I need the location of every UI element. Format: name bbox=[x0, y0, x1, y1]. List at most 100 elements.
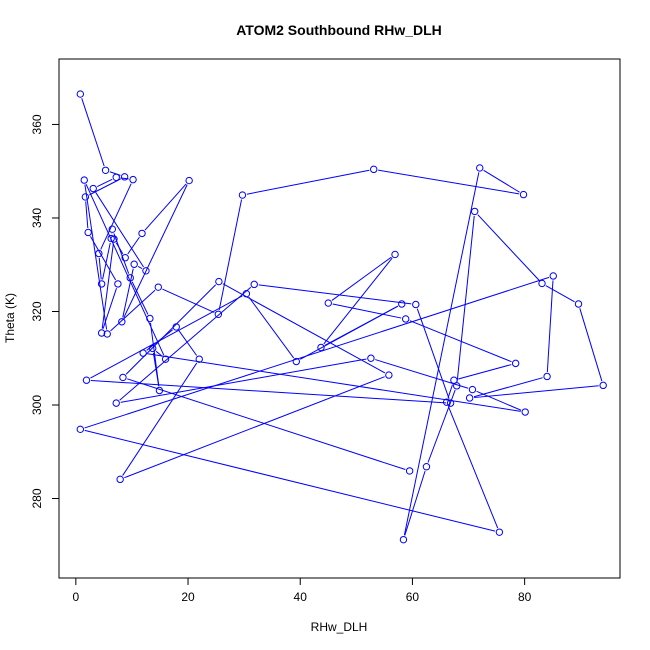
series-segment bbox=[125, 284, 217, 375]
series-segment bbox=[119, 286, 252, 401]
series-segment bbox=[84, 276, 550, 429]
series-segment bbox=[331, 256, 392, 301]
data-point bbox=[385, 371, 393, 379]
data-point bbox=[422, 463, 431, 471]
data-point bbox=[121, 254, 129, 262]
data-point bbox=[112, 399, 120, 407]
series-segment bbox=[123, 184, 188, 318]
data-point bbox=[148, 344, 157, 353]
series-segment bbox=[120, 358, 367, 403]
data-point bbox=[130, 260, 138, 268]
data-point bbox=[446, 399, 455, 407]
data-point bbox=[108, 225, 116, 233]
x-tick-label: 40 bbox=[294, 590, 308, 604]
data-point bbox=[215, 277, 223, 286]
data-point bbox=[250, 280, 258, 289]
series-segment bbox=[178, 330, 198, 356]
data-point bbox=[84, 228, 92, 237]
data-point bbox=[399, 535, 408, 544]
data-point bbox=[495, 528, 504, 536]
y-axis-label: Theta (K) bbox=[3, 293, 17, 343]
series-segment bbox=[85, 183, 165, 356]
series-segment bbox=[403, 172, 480, 536]
series-segment bbox=[84, 429, 496, 532]
x-tick-label: 0 bbox=[72, 590, 79, 604]
series-segment bbox=[97, 178, 113, 187]
series-segment bbox=[122, 268, 134, 318]
series-segment bbox=[456, 215, 475, 382]
data-point bbox=[442, 398, 451, 406]
series-segment bbox=[84, 184, 108, 330]
series-segment bbox=[258, 284, 412, 305]
series-segment bbox=[144, 183, 187, 231]
data-point bbox=[120, 173, 129, 181]
data-point bbox=[538, 279, 546, 288]
series-segment bbox=[404, 470, 426, 536]
series-segment bbox=[127, 236, 140, 255]
data-point bbox=[238, 191, 247, 199]
series-segment bbox=[113, 233, 130, 274]
series-segment bbox=[85, 201, 89, 229]
series-segment bbox=[95, 192, 144, 268]
series-segment bbox=[546, 280, 554, 373]
data-point bbox=[543, 372, 551, 381]
data-point bbox=[76, 90, 85, 98]
data-point bbox=[112, 173, 120, 181]
data-point bbox=[155, 386, 164, 395]
data-point bbox=[549, 272, 557, 280]
data-point bbox=[118, 318, 126, 326]
series-segment bbox=[81, 98, 105, 167]
data-point bbox=[81, 193, 90, 201]
data-point bbox=[242, 290, 251, 298]
series-segment bbox=[447, 384, 454, 399]
data-point bbox=[476, 164, 484, 172]
series-segment bbox=[90, 380, 447, 404]
y-tick-label: 300 bbox=[30, 395, 44, 415]
series-segment bbox=[409, 320, 512, 363]
data-point bbox=[110, 235, 118, 243]
series-segment bbox=[98, 257, 102, 280]
series-segment bbox=[127, 378, 406, 471]
data-point bbox=[126, 274, 134, 282]
data-point bbox=[405, 467, 414, 475]
series-segment bbox=[483, 169, 520, 193]
series-segment bbox=[100, 183, 132, 250]
data-point bbox=[370, 165, 378, 174]
data-point bbox=[519, 190, 528, 199]
series-segment bbox=[473, 377, 543, 398]
series-segment bbox=[246, 169, 370, 195]
series-segment bbox=[474, 385, 599, 399]
series-segment bbox=[416, 308, 450, 400]
series-segment bbox=[110, 289, 156, 332]
data-point bbox=[103, 330, 111, 338]
x-axis: 0 20 40 60 80 bbox=[72, 577, 532, 604]
data-point bbox=[412, 300, 420, 309]
series-segment bbox=[137, 266, 143, 270]
data-point bbox=[398, 300, 406, 308]
data-point bbox=[116, 475, 124, 484]
x-tick-label: 60 bbox=[406, 590, 420, 604]
data-point bbox=[129, 175, 137, 184]
y-axis: 280 300 320 340 360 bbox=[30, 114, 60, 509]
data-point bbox=[511, 359, 520, 368]
data-point bbox=[107, 234, 115, 243]
data-point bbox=[138, 229, 146, 238]
y-tick-label: 360 bbox=[30, 114, 44, 134]
x-axis-label: RHw_DLH bbox=[311, 620, 368, 634]
data-point bbox=[142, 267, 150, 275]
series-segment bbox=[447, 406, 499, 529]
data-point bbox=[80, 176, 88, 184]
series-segment bbox=[458, 364, 512, 380]
data-point bbox=[471, 207, 479, 216]
data-point bbox=[465, 394, 474, 402]
x-tick-label: 80 bbox=[518, 590, 532, 604]
y-tick-label: 280 bbox=[30, 488, 44, 508]
data-point bbox=[97, 329, 106, 337]
data-point bbox=[161, 355, 170, 363]
data-point bbox=[95, 249, 103, 258]
data-point bbox=[119, 373, 127, 382]
series-segment bbox=[147, 353, 521, 412]
data-point bbox=[89, 184, 97, 193]
